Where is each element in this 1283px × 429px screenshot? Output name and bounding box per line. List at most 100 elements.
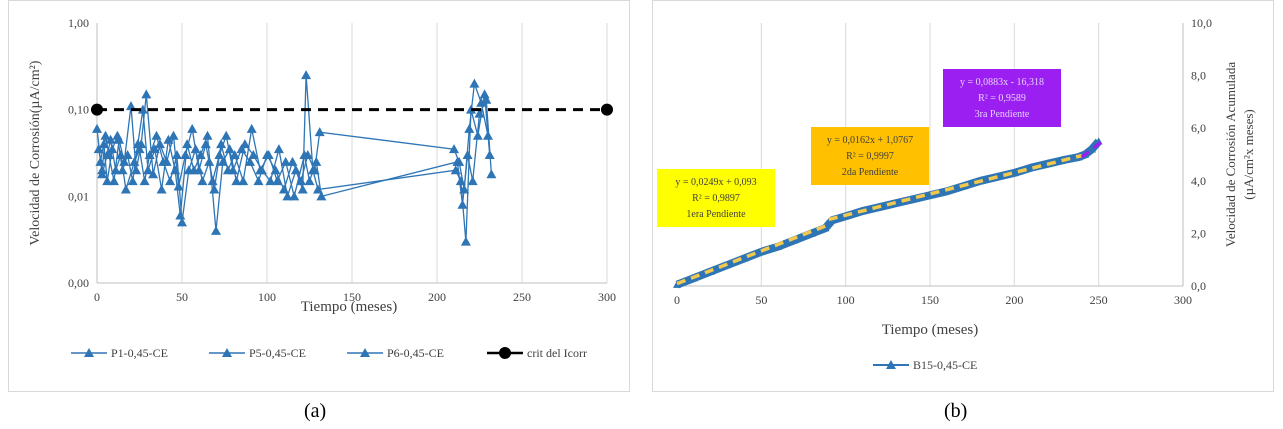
data-point: [187, 123, 198, 133]
data-point: [297, 184, 308, 194]
x-tick-label: 50: [176, 290, 188, 304]
data-point: [455, 176, 466, 186]
data-point: [486, 169, 497, 179]
y-tick-label: 0,00: [68, 276, 89, 290]
data-point: [316, 191, 327, 201]
data-point: [168, 130, 179, 140]
data-point: [238, 176, 249, 186]
data-point: [926, 191, 934, 199]
data-point: [673, 280, 681, 288]
annotation-line: 2da Pendiente: [842, 167, 899, 178]
data-point: [263, 149, 274, 159]
trendline-2: [828, 153, 1083, 222]
data-point: [120, 184, 131, 194]
data-point: [273, 144, 284, 154]
x-tick-label: 0: [674, 293, 680, 307]
data-point: [1010, 168, 1019, 177]
x-tick-label: 300: [1174, 293, 1192, 307]
data-point: [204, 156, 215, 166]
series-crit del Icorr: [91, 103, 613, 116]
data-point: [137, 104, 148, 114]
x-tick-label: 250: [1090, 293, 1108, 307]
data-point: [245, 156, 255, 166]
data-point: [217, 156, 228, 166]
data-point: [143, 165, 153, 175]
data-point: [177, 217, 187, 227]
data-point: [115, 149, 126, 159]
x-axis-title: Tiempo (meses): [301, 299, 398, 315]
data-point: [467, 176, 478, 186]
y-tick-label: 2,0: [1191, 226, 1206, 240]
data-point: [740, 254, 749, 262]
data-point: [224, 144, 235, 154]
x-tick-label: 150: [921, 293, 939, 307]
data-point: [126, 101, 136, 111]
data-point: [248, 149, 259, 159]
data-point: [272, 176, 283, 186]
data-point: [202, 130, 213, 140]
legend: P1-0,45-CE P5-0,45-CE P6-0,45-CE crit del I…: [71, 346, 587, 360]
data-point: [148, 169, 159, 179]
x-axis-title: Tiempo (meses): [882, 322, 979, 338]
data-point: [190, 144, 201, 154]
data-point: [144, 149, 155, 159]
data-point: [311, 156, 322, 166]
data-point: [457, 199, 468, 209]
y-tick-label: 8,0: [1191, 69, 1206, 83]
data-point: [109, 176, 119, 186]
data-point: [195, 149, 206, 159]
data-point: [165, 176, 176, 186]
data-point: [98, 139, 109, 149]
data-point: [182, 139, 193, 149]
data-point: [479, 89, 490, 99]
legend-marker: [886, 360, 896, 369]
annotation-line: y = 0,0162x + 1,0767: [827, 135, 913, 146]
trendline-3: [1080, 139, 1104, 159]
trendline-1: [676, 223, 830, 286]
annotation-box: [811, 127, 929, 185]
data-point: [909, 195, 918, 203]
data-point: [141, 89, 152, 99]
data-point: [97, 169, 108, 179]
y-tick-label: 0,01: [68, 189, 89, 203]
data-point: [601, 103, 613, 116]
x-tick-label: 300: [598, 290, 616, 304]
data-point: [171, 149, 182, 159]
data-point: [149, 144, 160, 154]
data-point: [154, 139, 165, 149]
data-point: [139, 176, 150, 186]
annotation-line: R² = 0,9997: [846, 151, 894, 162]
annotation-line: R² = 0,9897: [692, 193, 740, 204]
data-point: [314, 127, 325, 137]
data-point: [158, 156, 169, 166]
x-tick-label: 250: [513, 290, 531, 304]
annotation-box: [943, 69, 1061, 127]
data-point: [112, 130, 123, 140]
data-point: [481, 94, 492, 104]
legend: B15-0,45-CE: [873, 358, 977, 372]
annotation-line: 3ra Pendiente: [975, 109, 1030, 120]
caption-b: (b): [944, 400, 968, 422]
data-point: [255, 165, 266, 175]
data-point: [231, 176, 242, 186]
data-point: [449, 144, 459, 154]
data-point: [246, 123, 257, 133]
data-point: [183, 165, 194, 175]
legend-marker: [360, 348, 370, 357]
legend-marker: [84, 348, 94, 357]
data-point: [807, 229, 816, 237]
data-point: [134, 144, 145, 154]
legend-label: P5-0,45-CE: [249, 346, 306, 360]
x-tick-label: 0: [94, 290, 100, 304]
series-P6-0,45-CE: [92, 94, 497, 227]
data-point: [209, 184, 220, 194]
data-point: [239, 139, 250, 149]
data-point: [222, 165, 233, 175]
data-point: [287, 156, 298, 166]
data-point: [127, 176, 138, 186]
data-point: [129, 156, 140, 166]
annotation-line: y = 0,0249x + 0,093: [675, 177, 756, 188]
legend-marker: [222, 348, 232, 357]
data-point: [280, 156, 291, 166]
y-axis-title-units: (µA/cm²x meses): [1241, 109, 1256, 199]
